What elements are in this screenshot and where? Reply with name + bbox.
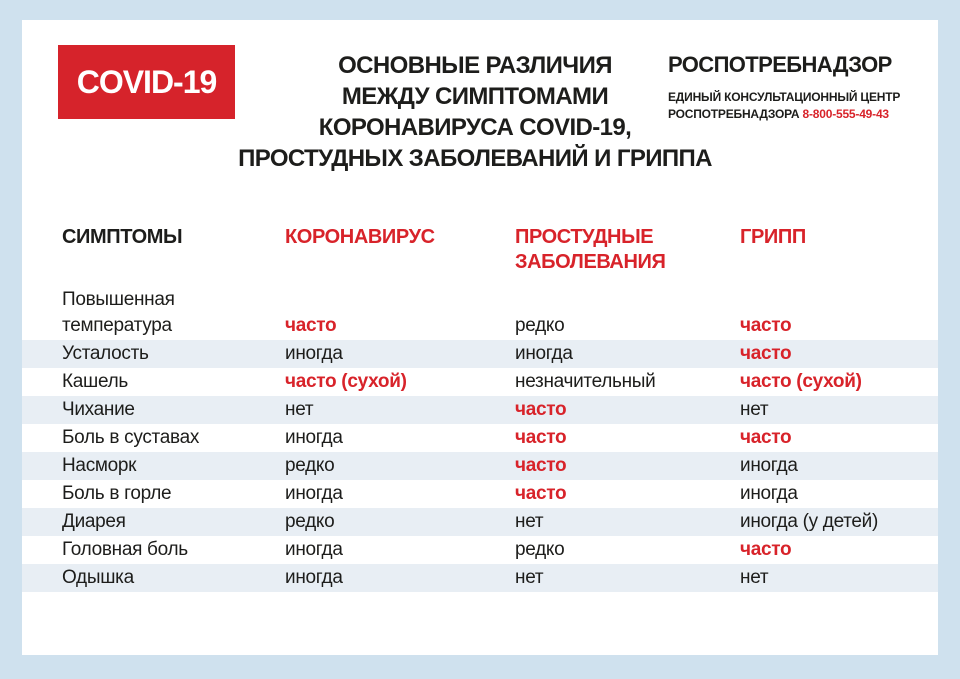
covid19-badge: COVID-19 <box>58 45 235 119</box>
title-line: КОРОНАВИРУСА COVID-19, <box>318 114 632 141</box>
symptom-frequency-value: редко <box>285 511 335 532</box>
symptom-frequency-value: нет <box>740 399 769 420</box>
symptom-frequency-value: часто <box>740 315 792 336</box>
symptoms-table: СИМПТОМЫ КОРОНАВИРУС ПРОСТУДНЫЕ ЗАБОЛЕВА… <box>22 225 938 592</box>
title-line: МЕЖДУ СИМПТОМАМИ <box>341 83 609 110</box>
agency-name: РОСПОТРЕБНАДЗОР <box>668 52 892 77</box>
table-row: Боль в суставах иногда часто часто <box>22 424 938 452</box>
symptom-frequency-value: часто <box>740 427 792 448</box>
table-row: Кашель часто (сухой) незначительный часто (… <box>22 368 938 396</box>
symptom-label: Одышка <box>62 567 134 588</box>
table-row: Головная боль иногда редко часто <box>22 536 938 564</box>
symptom-frequency-value: нет <box>515 511 544 532</box>
column-header-coronavirus: КОРОНАВИРУС <box>285 226 435 248</box>
symptom-frequency-value: иногда <box>285 483 343 504</box>
table-row: Усталость иногда иногда часто <box>22 340 938 368</box>
symptom-label: Усталость <box>62 343 149 364</box>
symptom-label: Повышенная температура <box>62 289 175 336</box>
symptom-frequency-value: часто <box>740 539 792 560</box>
agency-subtitle-line2: РОСПОТРЕБНАДЗОРА 8-800-555-49-43 <box>668 106 910 123</box>
symptom-frequency-value: часто (сухой) <box>740 371 862 392</box>
symptom-frequency-value: часто <box>740 343 792 364</box>
symptom-label: Головная боль <box>62 539 188 560</box>
poster-card: COVID-19 ОСНОВНЫЕ РАЗЛИЧИЯ МЕЖДУ СИМПТОМ… <box>22 20 938 655</box>
symptom-frequency-value: часто <box>515 427 567 448</box>
symptom-frequency-value: часто (сухой) <box>285 371 407 392</box>
symptom-frequency-value: часто <box>285 315 337 336</box>
table-row: Повышенная температура часто редко часто <box>22 283 938 340</box>
column-header-flu: ГРИПП <box>740 226 806 248</box>
symptom-frequency-value: часто <box>515 455 567 476</box>
agency-subtitle: ЕДИНЫЙ КОНСУЛЬТАЦИОННЫЙ ЦЕНТР РОСПОТРЕБН… <box>668 89 910 123</box>
symptom-frequency-value: редко <box>515 315 565 336</box>
symptom-frequency-value: иногда <box>740 455 798 476</box>
symptom-frequency-value: незначительный <box>515 371 656 392</box>
symptom-frequency-value: иногда <box>285 567 343 588</box>
symptom-frequency-value: иногда (у детей) <box>740 511 879 532</box>
symptoms-table-body: Повышенная температура часто редко часто Уст… <box>22 283 938 592</box>
symptom-label: Кашель <box>62 371 128 392</box>
symptom-label: Боль в суставах <box>62 427 200 448</box>
symptom-frequency-value: иногда <box>740 483 798 504</box>
symptom-frequency-value: нет <box>740 567 769 588</box>
symptom-label: Чихание <box>62 399 135 420</box>
symptoms-table-header: СИМПТОМЫ КОРОНАВИРУС ПРОСТУДНЫЕ ЗАБОЛЕВА… <box>22 225 938 283</box>
symptom-frequency-value: часто <box>515 483 567 504</box>
symptom-frequency-value: иногда <box>515 343 573 364</box>
table-row: Боль в горле иногда часто иногда <box>22 480 938 508</box>
symptom-frequency-value: иногда <box>285 343 343 364</box>
symptom-label: Насморк <box>62 455 137 476</box>
agency-subtitle-org: РОСПОТРЕБНАДЗОРА <box>668 107 800 121</box>
symptom-label: Боль в горле <box>62 483 172 504</box>
agency-subtitle-line1: ЕДИНЫЙ КОНСУЛЬТАЦИОННЫЙ ЦЕНТР <box>668 90 901 104</box>
symptom-frequency-value: нет <box>515 567 544 588</box>
symptom-frequency-value: иногда <box>285 539 343 560</box>
title-line: ПРОСТУДНЫХ ЗАБОЛЕВАНИЙ И ГРИППА <box>238 145 712 172</box>
symptom-label: Диарея <box>62 511 126 532</box>
table-row: Чихание нет часто нет <box>22 396 938 424</box>
covid19-badge-label: COVID-19 <box>76 63 218 100</box>
agency-block: РОСПОТРЕБНАДЗОР ЕДИНЫЙ КОНСУЛЬТАЦИОННЫЙ … <box>668 52 910 123</box>
title-line: ОСНОВНЫЕ РАЗЛИЧИЯ <box>338 52 612 79</box>
symptom-frequency-value: часто <box>515 399 567 420</box>
table-row: Диарея редко нет иногда (у детей) <box>22 508 938 536</box>
column-header-symptoms: СИМПТОМЫ <box>62 226 183 248</box>
symptom-frequency-value: редко <box>285 455 335 476</box>
poster-title: ОСНОВНЫЕ РАЗЛИЧИЯ МЕЖДУ СИМПТОМАМИ КОРОН… <box>208 50 742 174</box>
symptom-frequency-value: иногда <box>285 427 343 448</box>
symptom-frequency-value: нет <box>285 399 314 420</box>
table-row: Насморк редко часто иногда <box>22 452 938 480</box>
column-header-cold: ПРОСТУДНЫЕ ЗАБОЛЕВАНИЯ <box>515 226 666 273</box>
agency-phone-number: 8-800-555-49-43 <box>802 107 890 121</box>
table-row: Одышка иногда нет нет <box>22 564 938 592</box>
symptom-frequency-value: редко <box>515 539 565 560</box>
